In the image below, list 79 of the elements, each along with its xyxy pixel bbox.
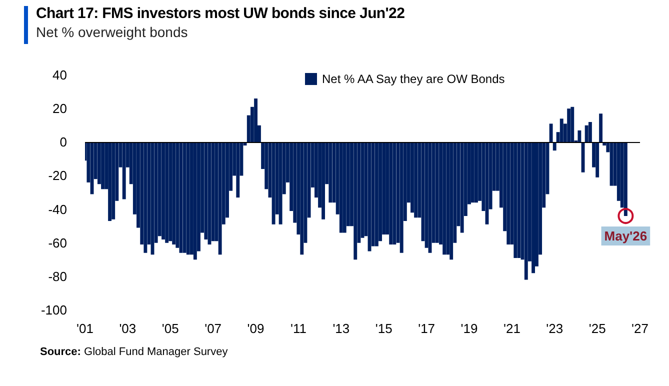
y-tick-label: -80 <box>48 268 67 284</box>
bar <box>584 125 588 142</box>
bar <box>168 142 172 242</box>
bar <box>144 142 148 253</box>
x-tick-label: '19 <box>460 321 478 336</box>
bar <box>506 142 510 245</box>
bar <box>596 142 600 178</box>
bar <box>624 142 628 216</box>
bar <box>532 142 535 274</box>
x-tick-label: '01 <box>76 321 94 336</box>
y-tick-label: 40 <box>52 68 67 82</box>
bar <box>460 142 464 233</box>
x-tick-label: '11 <box>290 321 306 336</box>
bar <box>322 142 326 220</box>
bar <box>218 142 222 255</box>
bar <box>400 142 404 253</box>
bar <box>435 142 439 243</box>
source-note: Source: Global Fund Manager Survey <box>40 346 228 358</box>
bar <box>588 122 592 142</box>
annotation: May'26 <box>604 228 648 244</box>
y-tick-label: -20 <box>48 168 67 184</box>
bar <box>450 142 454 260</box>
bar <box>193 142 197 260</box>
bar <box>300 142 304 255</box>
bar <box>570 106 574 142</box>
bar <box>101 142 104 190</box>
bar <box>354 142 358 260</box>
x-tick-label: '09 <box>247 321 264 336</box>
bar <box>339 142 343 233</box>
x-tick-label: '21 <box>503 321 520 336</box>
bar <box>578 130 582 142</box>
y-tick-label: 0 <box>60 134 67 150</box>
chart-subtitle: Net % overweight bonds <box>36 24 189 40</box>
bar <box>392 142 396 245</box>
bar <box>549 124 553 142</box>
y-tick-label: -100 <box>40 302 67 318</box>
x-tick-label: '27 <box>632 321 648 336</box>
x-tick-label: '17 <box>418 321 436 336</box>
bar <box>374 142 378 246</box>
bar <box>514 142 518 258</box>
bar <box>517 142 521 258</box>
bar <box>328 142 332 203</box>
x-tick-label: '25 <box>588 321 606 336</box>
bar <box>610 142 614 186</box>
legend-label: Net % AA Say they are OW Bonds <box>322 72 505 86</box>
x-tick-label: '13 <box>332 321 350 336</box>
bar <box>236 142 240 198</box>
bar <box>474 142 478 203</box>
chart-title: Chart 17: FMS investors most UW bonds since Jun'22 <box>36 5 405 22</box>
bar <box>172 142 176 245</box>
bar <box>442 142 446 255</box>
bar <box>524 142 528 280</box>
bar <box>179 142 183 253</box>
x-tick-label: '15 <box>375 321 392 336</box>
bar <box>560 118 564 142</box>
bar <box>414 142 418 218</box>
bar <box>342 142 346 233</box>
bar <box>599 114 603 142</box>
bar <box>278 142 282 224</box>
x-tick-label: '05 <box>162 321 179 336</box>
y-tick-label: 20 <box>52 101 67 116</box>
x-tick-label: '23 <box>546 321 564 336</box>
x-tick-label: '03 <box>119 321 136 336</box>
bar <box>162 142 165 240</box>
bar <box>186 142 190 255</box>
bar <box>470 142 474 203</box>
bar <box>254 98 258 142</box>
bar <box>272 142 276 224</box>
bar <box>122 142 126 200</box>
x-tick-label: '07 <box>204 321 222 336</box>
bar <box>211 142 215 242</box>
bar <box>389 142 393 245</box>
bar <box>112 142 116 220</box>
y-tick-label: -40 <box>48 202 67 217</box>
y-tick-label: -60 <box>48 235 67 250</box>
bar <box>182 142 186 253</box>
bar <box>567 108 571 142</box>
bar <box>108 142 112 222</box>
bar <box>165 142 169 243</box>
